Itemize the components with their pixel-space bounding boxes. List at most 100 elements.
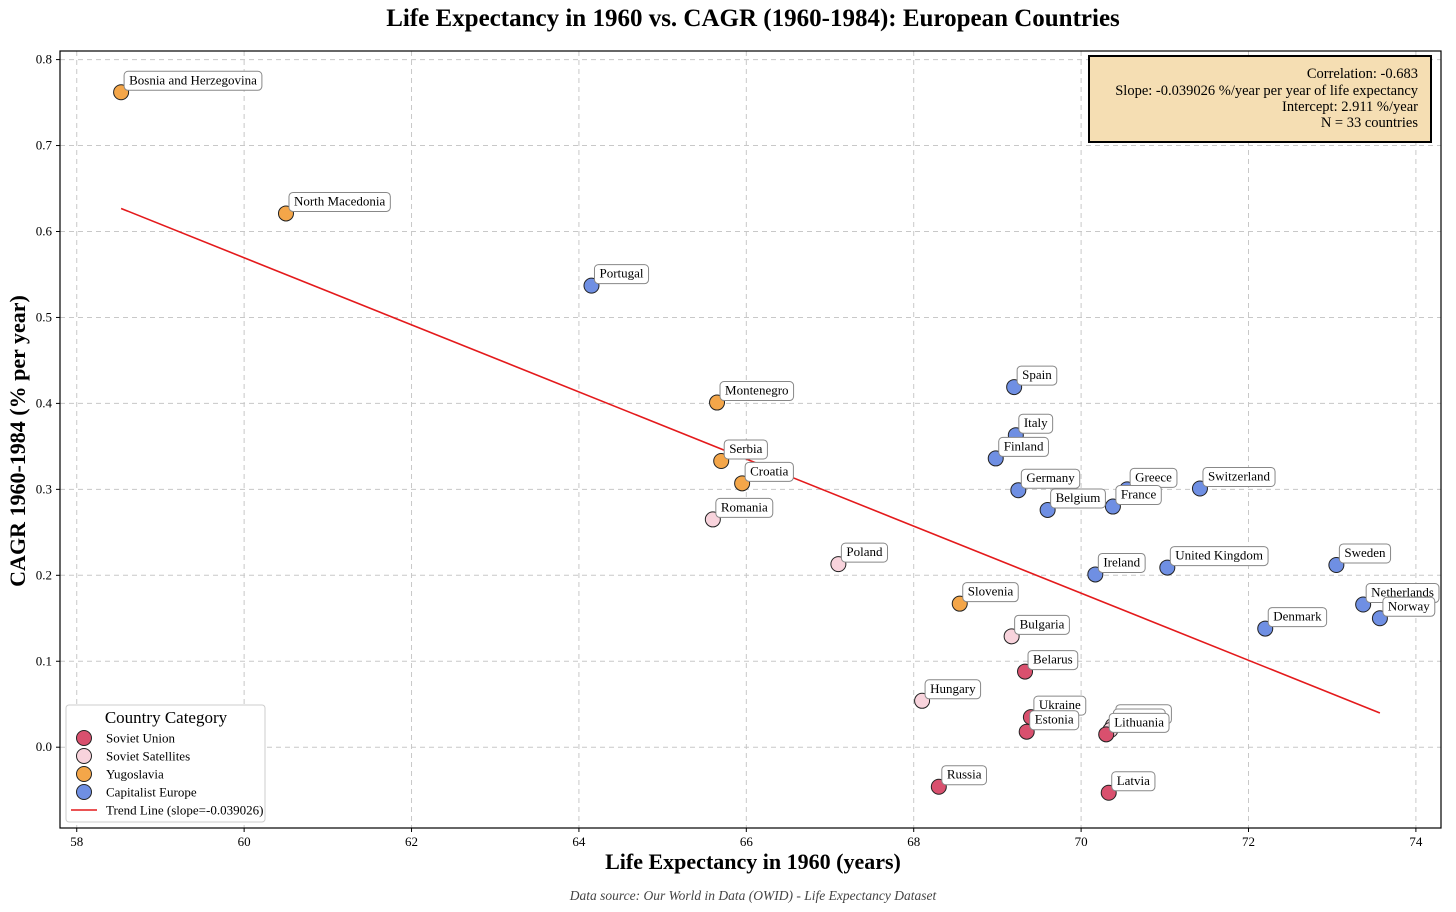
y-tick-label: 0.3 <box>36 481 52 496</box>
source-note: Data source: Our World in Data (OWID) - … <box>569 888 938 903</box>
trend-line <box>120 207 1381 714</box>
y-tick-label: 0.5 <box>36 309 52 324</box>
point-label: Belgium <box>1050 488 1106 509</box>
x-tick-label: 72 <box>1242 834 1255 849</box>
point-label: Norway <box>1382 596 1436 617</box>
point-label-box <box>1108 712 1170 733</box>
legend-item-label: Soviet Satellites <box>106 749 190 764</box>
point-label-text: Denmark <box>1273 609 1322 624</box>
point-label: Portugal <box>593 264 650 285</box>
point-labels: Bosnia and Herzegovina North Macedonia Por… <box>123 70 1440 792</box>
legend-item-label: Yugoslavia <box>106 767 164 782</box>
legend-title: Country Category <box>105 708 228 727</box>
legend-item-label: Capitalist Europe <box>106 785 197 800</box>
legend-marker <box>76 748 92 764</box>
point-label-text: Bulgaria <box>1020 616 1065 631</box>
point-label-box <box>744 461 794 482</box>
legend-marker <box>76 766 92 782</box>
point-label-text: Greece <box>1135 469 1172 484</box>
statistics-box-background <box>1088 55 1432 143</box>
point-label: Greece <box>1129 467 1178 488</box>
point-label: Sweden <box>1338 543 1392 564</box>
point-label-text: Latvia <box>1117 773 1150 788</box>
point-label-box <box>1267 607 1328 628</box>
x-axis-ticks: 58 60 62 64 66 68 70 72 74 <box>70 828 1423 849</box>
stats-slope: Slope: -0.039026 %/year per year of life… <box>1115 83 1419 99</box>
legend: Country Category Soviet Union Soviet Sate… <box>65 704 266 823</box>
point-label: Bosnia and Herzegovina <box>123 70 263 91</box>
point-label-text: France <box>1121 487 1157 502</box>
point-label-box <box>941 765 987 786</box>
point-label-box <box>1014 614 1070 635</box>
stats-correlation: Correlation: -0.683 <box>1307 66 1418 82</box>
point-label: United Kingdom <box>1169 546 1269 567</box>
point-label-text: Montenegro <box>725 383 789 398</box>
legend-marker <box>76 784 92 800</box>
legend-trend-line-label: Trend Line (slope=-0.039026) <box>106 803 263 818</box>
point-label-text: Slovenia <box>968 584 1014 599</box>
point-label-text: Ukraine <box>1039 697 1081 712</box>
y-tick-label: 0.1 <box>36 653 52 668</box>
point-label-box <box>593 264 650 285</box>
point-label: Romania <box>715 497 774 518</box>
point-label-text: Lithuania <box>1114 714 1164 729</box>
point-label: Latvia <box>1111 771 1156 792</box>
point-label-box <box>924 679 982 700</box>
x-tick-label: 60 <box>238 834 251 849</box>
point-label: Russia <box>941 765 987 786</box>
point-label-box <box>1097 552 1146 573</box>
point-label-text: Portugal <box>599 266 643 281</box>
point-label-box <box>962 582 1019 603</box>
x-tick-label: 74 <box>1409 834 1423 849</box>
point-label: France <box>1115 485 1162 506</box>
x-tick-label: 70 <box>1075 834 1088 849</box>
point-label-box <box>1029 710 1080 731</box>
point-label: Italy <box>1018 413 1054 434</box>
legend-frame <box>65 704 266 823</box>
point-label: Montenegro <box>719 381 795 402</box>
point-label-text: Bosnia and Herzegovina <box>129 72 257 87</box>
point-label: Denmark <box>1267 607 1328 628</box>
point-label-text: Switzerland <box>1208 468 1271 483</box>
x-tick-label: 64 <box>572 834 586 849</box>
point-label-text: Italy <box>1024 415 1048 430</box>
point-label-box <box>723 439 768 460</box>
stats-intercept: Intercept: 2.911 %/year <box>1282 99 1418 115</box>
trend-line-layer <box>120 207 1381 714</box>
y-axis-ticks: 0.0 0.1 0.2 0.3 0.4 0.5 0.6 0.7 0.8 <box>36 52 60 754</box>
point-label: Ireland <box>1097 552 1146 573</box>
point-label: Hungary <box>924 679 982 700</box>
x-tick-label: 68 <box>907 834 920 849</box>
x-axis-label: Life Expectancy in 1960 (years) <box>605 849 901 874</box>
y-tick-label: 0.8 <box>36 52 52 67</box>
legend-item-label: Soviet Union <box>106 731 175 746</box>
y-tick-label: 0.2 <box>36 567 52 582</box>
point-label-box <box>840 542 889 563</box>
x-tick-label: 58 <box>70 834 83 849</box>
point-label-text: Romania <box>721 499 768 514</box>
point-label-text: Sweden <box>1344 545 1386 560</box>
point-label: Poland <box>840 542 889 563</box>
point-label-text: Belgium <box>1056 490 1101 505</box>
point-label-box <box>1202 466 1276 487</box>
point-label-text: Netherlands <box>1371 585 1434 600</box>
point-label: Finland <box>998 436 1049 457</box>
point-label: Spain <box>1016 365 1058 386</box>
point-label-box <box>1111 771 1156 792</box>
point-label-text: Spain <box>1022 367 1052 382</box>
y-tick-label: 0.4 <box>36 395 53 410</box>
point-label: Slovenia <box>962 582 1019 603</box>
point-label-box <box>1115 485 1162 506</box>
point-label: North Macedonia <box>288 191 391 212</box>
point-label: Serbia <box>723 439 768 460</box>
point-label-box <box>1382 596 1436 617</box>
statistics-box: Correlation: -0.683 Slope: -0.039026 %/y… <box>1088 55 1432 143</box>
point-label-box <box>1016 365 1058 386</box>
x-tick-label: 66 <box>740 834 754 849</box>
point-label-text: Hungary <box>930 681 976 696</box>
point-label-box <box>1027 650 1079 671</box>
point-label: Estonia <box>1029 710 1080 731</box>
point-label: Bulgaria <box>1014 614 1070 635</box>
y-tick-label: 0.7 <box>36 138 53 153</box>
